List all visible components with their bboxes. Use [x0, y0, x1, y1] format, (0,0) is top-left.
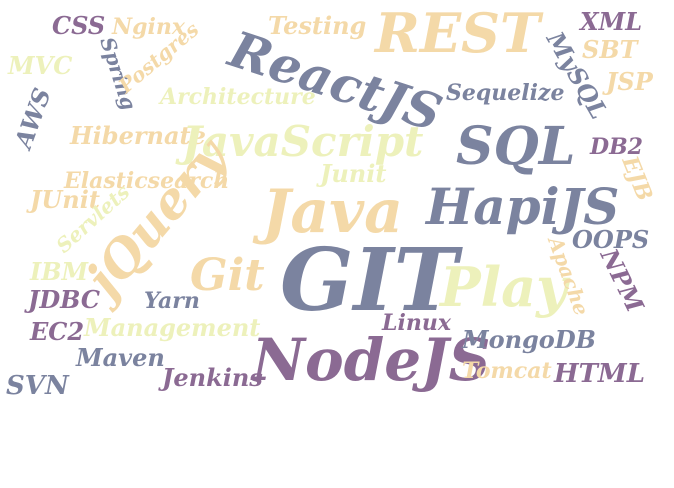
word-nodejs: NodeJS [250, 326, 491, 394]
word-ibm: IBM [29, 257, 90, 286]
word-architecture: Architecture [158, 84, 316, 110]
word-elasticsearch: Elasticsearch [63, 168, 229, 194]
word-db2: DB2 [589, 134, 643, 160]
word-css: CSS [52, 11, 105, 40]
word-testing: Testing [268, 11, 366, 40]
word-rest: REST [373, 1, 544, 65]
word-ec2: EC2 [29, 317, 84, 346]
word-oops: OOPS [572, 225, 649, 254]
word-aws: AWS [8, 84, 57, 154]
word-sequelize: Sequelize [446, 80, 564, 106]
word-javascript: JavaScript [175, 117, 423, 166]
word-sql: SQL [456, 116, 575, 177]
word-java: Java [252, 177, 403, 247]
word-management: Management [83, 313, 260, 342]
word-play: Play [438, 255, 571, 319]
word-mvc: MVC [7, 51, 72, 80]
word-hibernate: Hibernate [69, 121, 206, 150]
word-jdbc: JDBC [24, 285, 100, 314]
word-html: HTML [553, 359, 645, 389]
word-jenkins: Jenkins [158, 363, 263, 392]
word-yarn: Yarn [144, 288, 200, 314]
word-svn: SVN [6, 371, 70, 401]
word-tomcat: Tomcat [462, 358, 552, 384]
word-xml: XML [578, 7, 642, 36]
word-mongodb: MongoDB [461, 325, 596, 354]
word-hapijs: HapiJS [424, 177, 619, 236]
word-ejb: EJB [616, 152, 658, 205]
word-nginx: Nginx [111, 14, 186, 40]
word-git: GIT [280, 230, 464, 331]
word-jsp: JSP [602, 67, 654, 96]
word-linux: Linux [381, 310, 452, 336]
word-npm: NPM [594, 243, 650, 318]
word-junit: JUnit [26, 185, 100, 214]
word-sbt: SBT [582, 35, 640, 64]
word-junit: Junit [316, 159, 386, 188]
word-git: Git [190, 250, 265, 301]
word-maven: Maven [75, 343, 165, 372]
